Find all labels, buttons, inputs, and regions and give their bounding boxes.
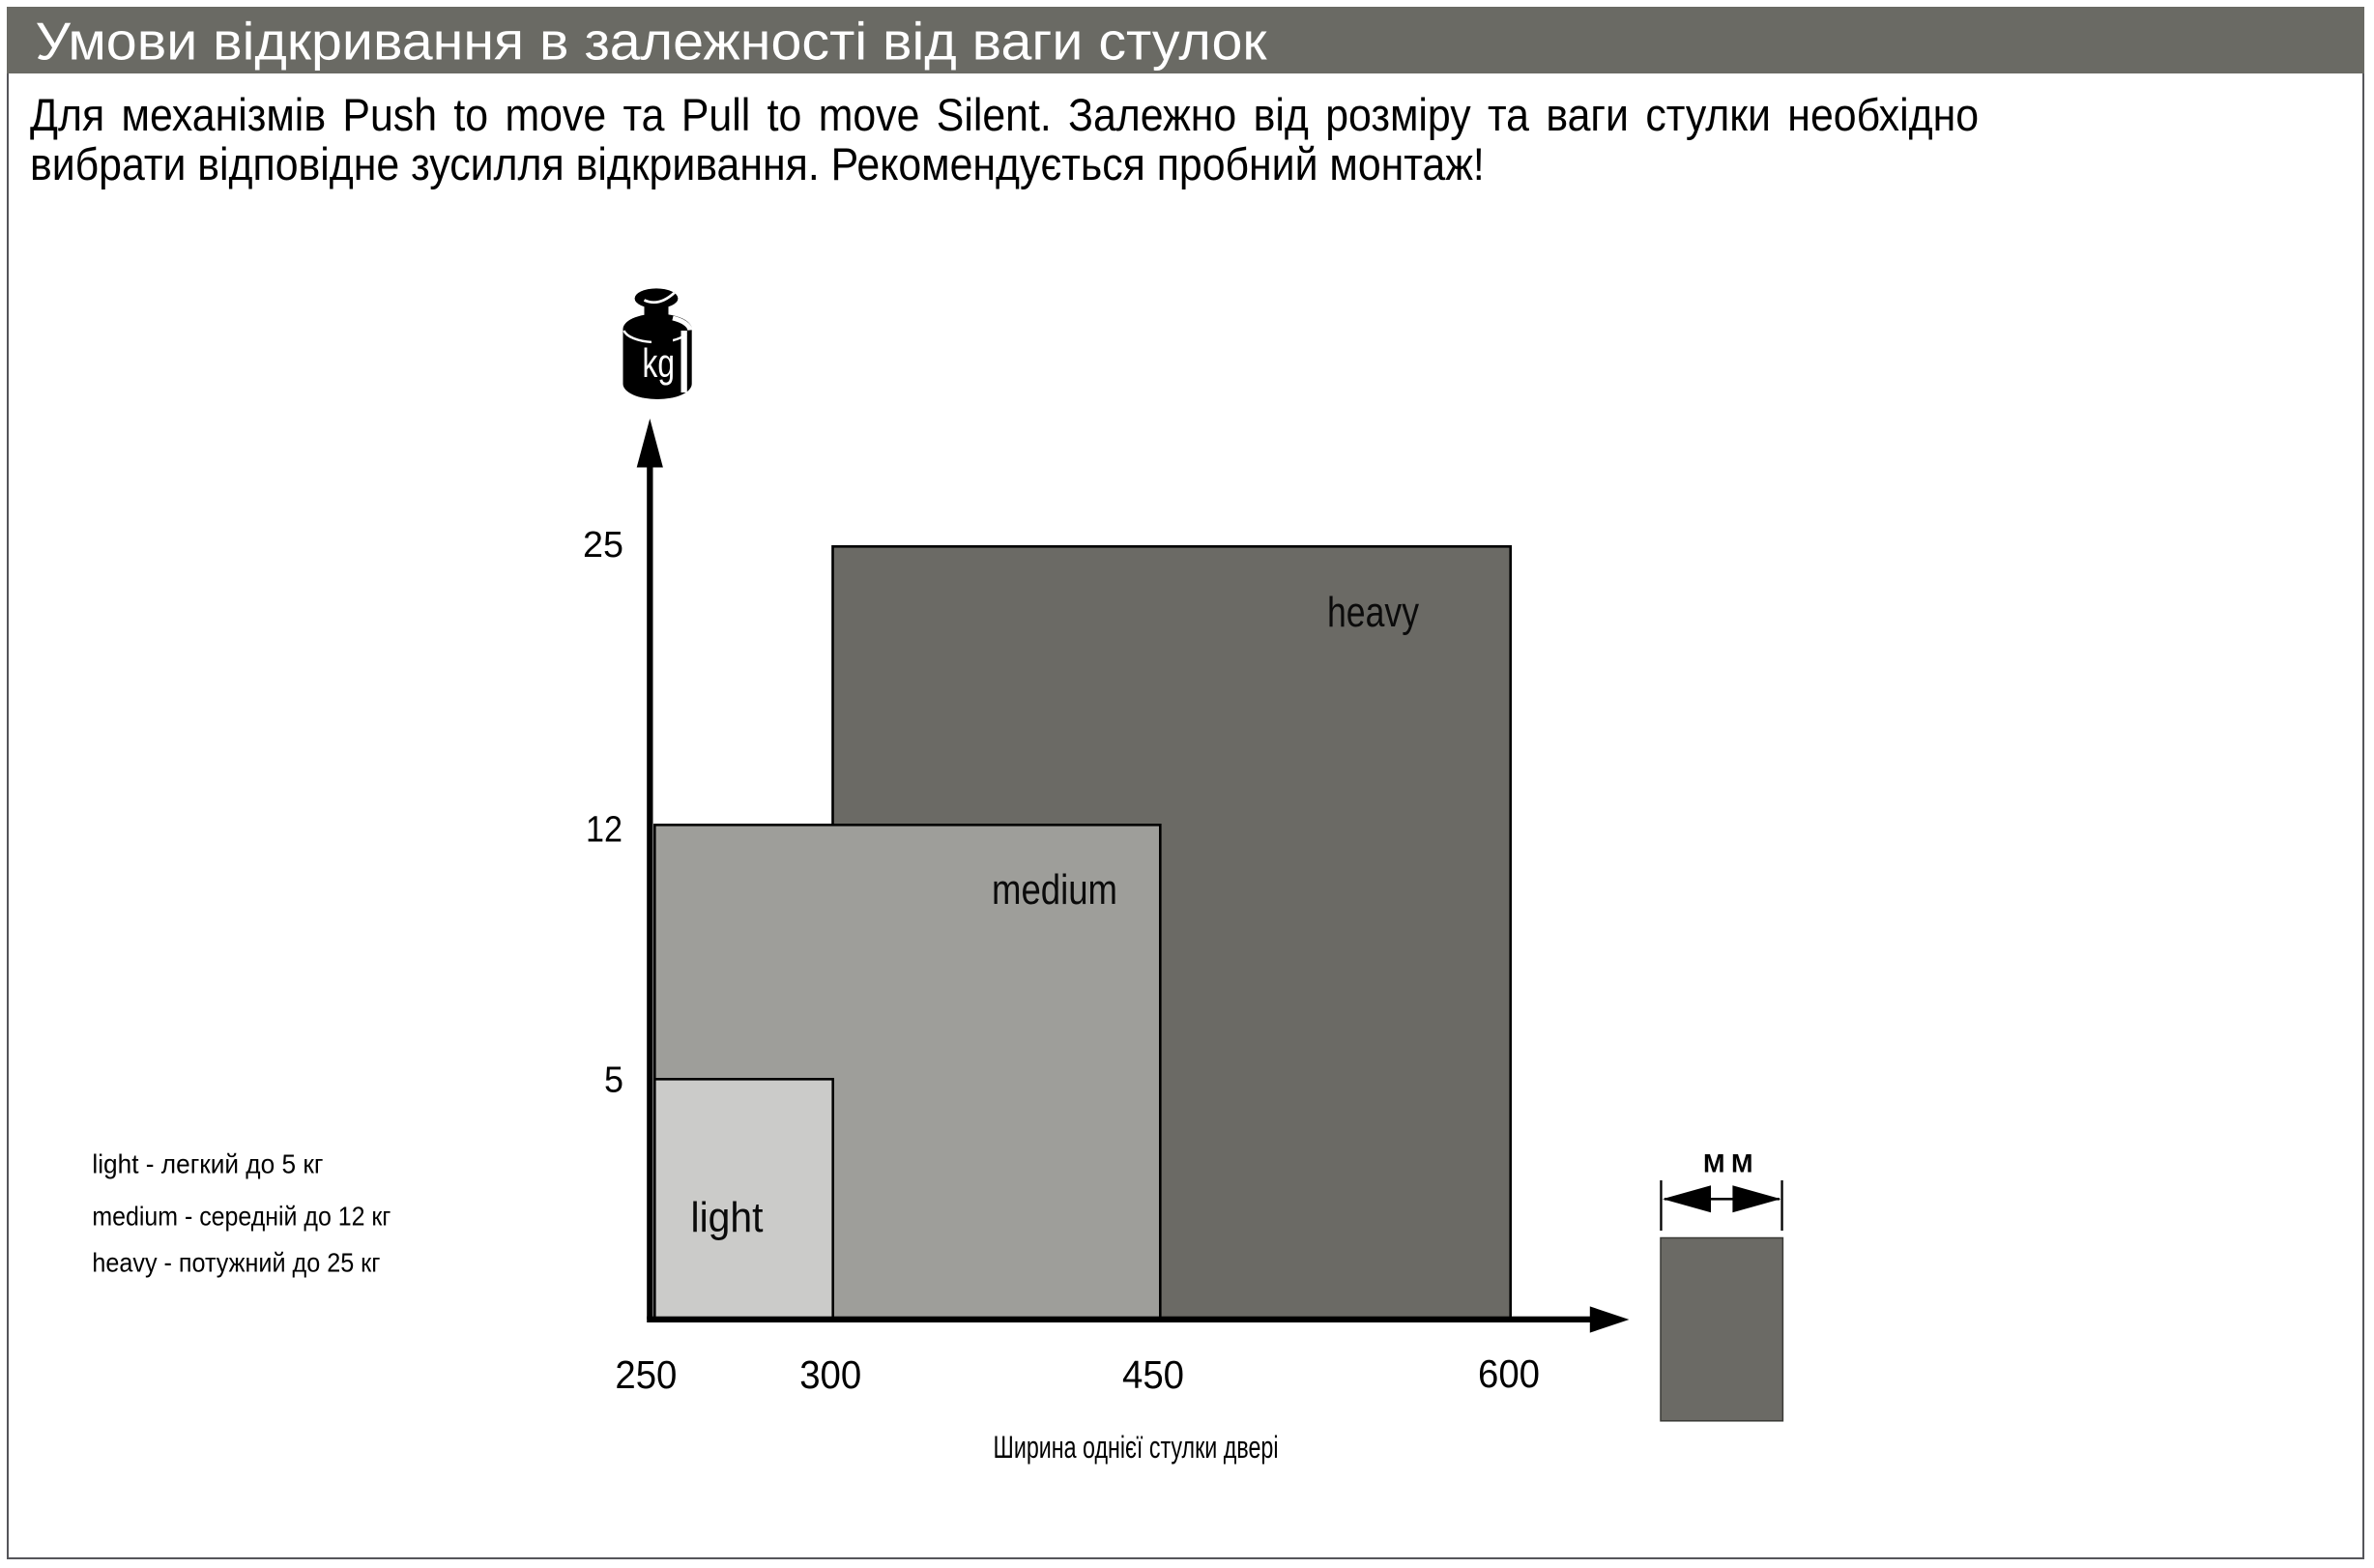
svg-text:kg: kg (643, 340, 676, 386)
svg-text:Ширина однієї стулки двері: Ширина однієї стулки двері (994, 1430, 1279, 1465)
svg-text:Умови відкривання в залежності: Умови відкривання в залежності від ваги … (36, 12, 1268, 72)
svg-text:MM: MM (1703, 1149, 1759, 1178)
svg-text:medium: medium (992, 866, 1117, 914)
svg-text:600: 600 (1478, 1351, 1540, 1396)
svg-text:300: 300 (799, 1352, 861, 1397)
svg-text:25: 25 (583, 525, 623, 566)
svg-text:250: 250 (615, 1352, 677, 1397)
svg-text:12: 12 (586, 810, 622, 851)
svg-text:light: light (691, 1194, 764, 1241)
svg-text:5: 5 (604, 1060, 623, 1101)
svg-text:medium - середній до 12 кг: medium - середній до 12 кг (92, 1202, 391, 1232)
svg-text:light - легкий до 5 кг: light - легкий до 5 кг (92, 1149, 323, 1179)
svg-text:450: 450 (1122, 1352, 1184, 1397)
svg-text:heavy - потужний до 25 кг: heavy - потужний до 25 кг (92, 1248, 380, 1278)
svg-text:heavy: heavy (1327, 589, 1419, 636)
